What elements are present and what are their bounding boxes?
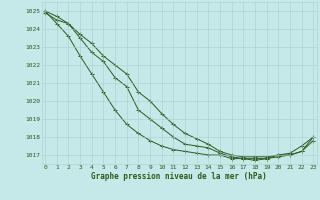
X-axis label: Graphe pression niveau de la mer (hPa): Graphe pression niveau de la mer (hPa) [91,172,267,181]
